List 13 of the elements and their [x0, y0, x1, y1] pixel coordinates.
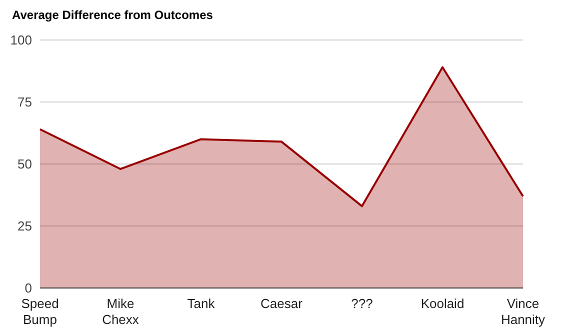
y-tick-label: 100	[10, 32, 32, 48]
y-tick-label: 75	[18, 94, 32, 110]
y-tick-label: 0	[24, 280, 32, 296]
x-tick-label: Tank	[187, 296, 216, 311]
x-tick-label: Speed Bump	[21, 296, 59, 327]
y-tick-label: 25	[18, 218, 32, 234]
x-tick-label: Vince Hannity	[500, 296, 546, 327]
y-tick-label: 50	[18, 156, 32, 172]
x-tick-label: Koolaid	[420, 296, 464, 311]
x-tick-label: Mike Chexx	[102, 296, 140, 327]
x-tick-label: Caesar	[260, 296, 304, 311]
x-tick-label: ???	[351, 296, 373, 311]
chart-title: Average Difference from Outcomes	[11, 8, 214, 24]
